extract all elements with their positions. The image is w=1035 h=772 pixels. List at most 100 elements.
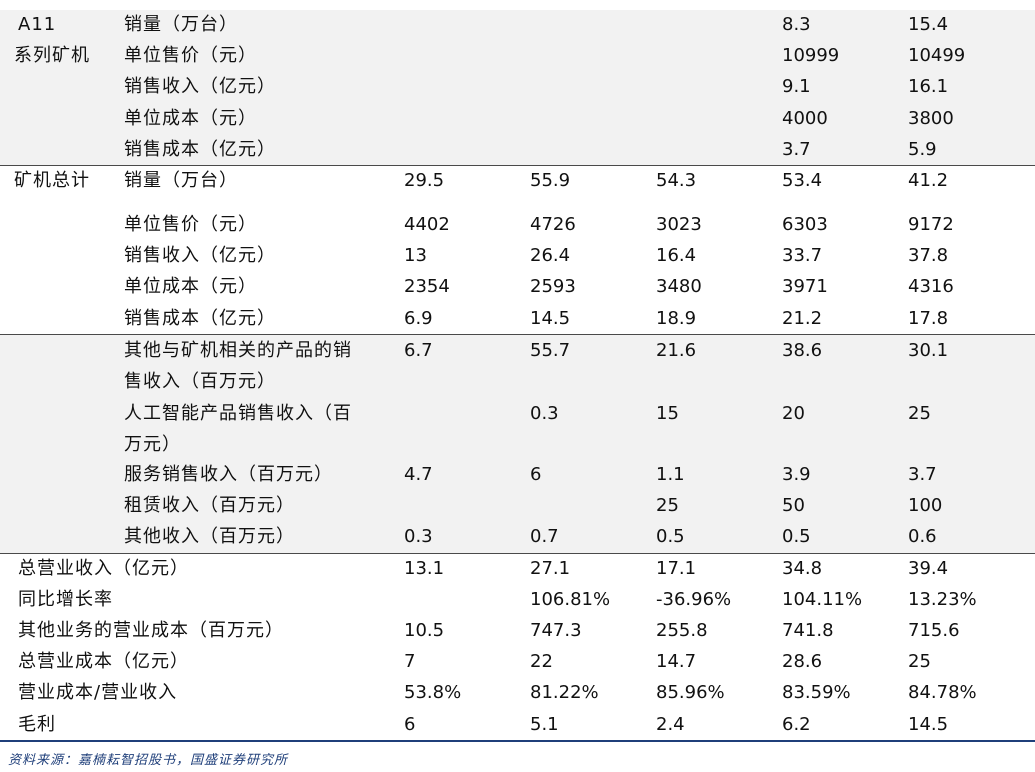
value-cell bbox=[400, 491, 526, 523]
value-cell: 21.2 bbox=[778, 303, 904, 336]
row-label-line: 单位售价（元） bbox=[124, 213, 257, 235]
value-cell bbox=[652, 72, 778, 104]
row-label-line: 销量（万台） bbox=[124, 170, 238, 192]
value-cell: 53.4 bbox=[782, 170, 823, 192]
value-cell: -36.96% bbox=[656, 588, 732, 610]
header-cell bbox=[526, 0, 652, 10]
value-cell: 6 bbox=[526, 460, 652, 492]
category-cell bbox=[0, 134, 120, 167]
row-label-line: 售收入（百万元） bbox=[124, 371, 276, 393]
value-cell: 22 bbox=[530, 651, 553, 673]
value-cell: 14.5 bbox=[526, 303, 652, 336]
row-label-line: 销售收入（亿元） bbox=[124, 245, 276, 267]
row-label: 销售成本（亿元） bbox=[120, 134, 400, 167]
category-cell bbox=[0, 303, 120, 336]
value-cell: 747.3 bbox=[530, 619, 582, 641]
header-cell bbox=[652, 0, 778, 10]
table-row: 单位成本（元） 2354 2593 3480 3971 4316 bbox=[0, 272, 1035, 303]
value-cell: 255.8 bbox=[656, 619, 708, 641]
row-label: 销售收入（亿元） bbox=[120, 72, 400, 104]
value-cell: 3971 bbox=[782, 276, 828, 298]
value-cell: 18.9 bbox=[652, 303, 778, 336]
category-cell bbox=[0, 522, 120, 555]
value-cell: 0.6 bbox=[904, 522, 1035, 555]
value-cell: 3.7 bbox=[904, 460, 1035, 492]
value-cell: 55.7 bbox=[526, 334, 652, 398]
table-row: 销售收入（亿元） 9.1 16.1 bbox=[0, 72, 1035, 104]
value-cell: 2354 bbox=[404, 276, 450, 298]
value-cell: 9.1 bbox=[778, 72, 904, 104]
category-cell bbox=[0, 397, 120, 460]
value-cell: 4.7 bbox=[400, 460, 526, 492]
value-cell bbox=[652, 103, 778, 135]
value-cell: 20 bbox=[778, 397, 904, 460]
value-cell: 15 bbox=[652, 397, 778, 460]
value-cell: 6.2 bbox=[778, 709, 904, 742]
summary-label: 营业成本/营业收入 bbox=[18, 682, 178, 704]
value-cell: 4402 bbox=[404, 213, 450, 235]
table-row: 服务销售收入（百万元） 4.7 6 1.1 3.9 3.7 bbox=[0, 460, 1035, 492]
row-label: 单位成本（元） bbox=[120, 272, 400, 303]
row-label-line: 人工智能产品销售收入（百 bbox=[124, 402, 352, 424]
value-cell: 6.9 bbox=[400, 303, 526, 336]
row-label: 单位成本（元） bbox=[120, 103, 400, 135]
table-row: 销售收入（亿元） 13 26.4 16.4 33.7 37.8 bbox=[0, 241, 1035, 272]
table-row: 系列矿机 单位售价（元） 10999 10499 bbox=[0, 41, 1035, 73]
value-cell: 34.8 bbox=[782, 558, 823, 580]
value-cell: 1.1 bbox=[652, 460, 778, 492]
value-cell: 25 bbox=[904, 397, 1035, 460]
value-cell: 13.23% bbox=[908, 588, 977, 610]
row-label: 服务销售收入（百万元） bbox=[120, 460, 400, 492]
row-label: 销量（万台） bbox=[120, 166, 400, 210]
table-row: 其他与矿机相关的产品的销 售收入（百万元） 6.7 55.7 21.6 38.6 30.1 bbox=[0, 334, 1035, 398]
value-cell bbox=[400, 134, 526, 167]
value-cell: 6303 bbox=[782, 213, 828, 235]
value-cell bbox=[400, 10, 526, 42]
value-cell: 54.3 bbox=[656, 170, 697, 192]
row-label-line: 单位成本（元） bbox=[124, 276, 257, 298]
row-label: 销售收入（亿元） bbox=[120, 241, 400, 272]
table-row: 销售成本（亿元） 3.7 5.9 bbox=[0, 134, 1035, 167]
summary-row: 营业成本/营业收入 53.8% 81.22% 85.96% 83.59% 84.78% bbox=[0, 678, 1035, 709]
table-row: 单位售价（元） 4402 4726 3023 6303 9172 bbox=[0, 210, 1035, 241]
value-cell: 7 bbox=[404, 651, 416, 673]
value-cell: 0.3 bbox=[400, 522, 526, 555]
summary-row: 总营业收入（亿元） 13.1 27.1 17.1 34.8 39.4 bbox=[0, 554, 1035, 585]
value-cell: 83.59% bbox=[782, 682, 851, 704]
financial-table: A11 销量（万台） 8.3 15.4 系列矿机 单位售价（元） 10999 10499 销售收… bbox=[0, 0, 1035, 742]
value-cell: 28.6 bbox=[782, 651, 823, 673]
value-cell: 4000 bbox=[778, 103, 904, 135]
value-cell: 2593 bbox=[530, 276, 576, 298]
summary-label: 同比增长率 bbox=[18, 588, 113, 610]
value-cell: 17.1 bbox=[656, 558, 697, 580]
value-cell bbox=[400, 585, 526, 616]
value-cell: 14.5 bbox=[904, 709, 1035, 742]
value-cell bbox=[652, 10, 778, 42]
category-cell bbox=[0, 72, 120, 104]
row-label-line: 其他与矿机相关的产品的销 bbox=[124, 340, 352, 362]
value-cell: 5.1 bbox=[526, 709, 652, 742]
value-cell: 0.5 bbox=[652, 522, 778, 555]
summary-label: 总营业成本（亿元） bbox=[18, 651, 189, 673]
value-cell: 106.81% bbox=[530, 588, 611, 610]
row-label-line: 单位售价（元） bbox=[124, 45, 257, 67]
summary-label: 总营业收入（亿元） bbox=[18, 558, 189, 580]
value-cell: 25 bbox=[908, 651, 931, 673]
value-cell: 3480 bbox=[656, 276, 702, 298]
value-cell: 3023 bbox=[656, 213, 702, 235]
summary-label: 毛利 bbox=[0, 709, 400, 742]
value-cell: 6 bbox=[400, 709, 526, 742]
table-row: 人工智能产品销售收入（百 万元） 0.3 15 20 25 bbox=[0, 397, 1035, 460]
value-cell bbox=[652, 41, 778, 73]
header-cell bbox=[778, 0, 904, 10]
value-cell: 14.7 bbox=[656, 651, 697, 673]
value-cell: 21.6 bbox=[652, 334, 778, 398]
table-row: A11 销量（万台） 8.3 15.4 bbox=[0, 10, 1035, 42]
value-cell: 10999 bbox=[778, 41, 904, 73]
table-header-row bbox=[0, 0, 1035, 10]
value-cell bbox=[652, 134, 778, 167]
row-label-line: 其他收入（百万元） bbox=[124, 526, 295, 548]
value-cell: 39.4 bbox=[908, 558, 949, 580]
summary-label: 其他业务的营业成本（百万元） bbox=[18, 619, 284, 641]
category-cell bbox=[0, 241, 120, 272]
